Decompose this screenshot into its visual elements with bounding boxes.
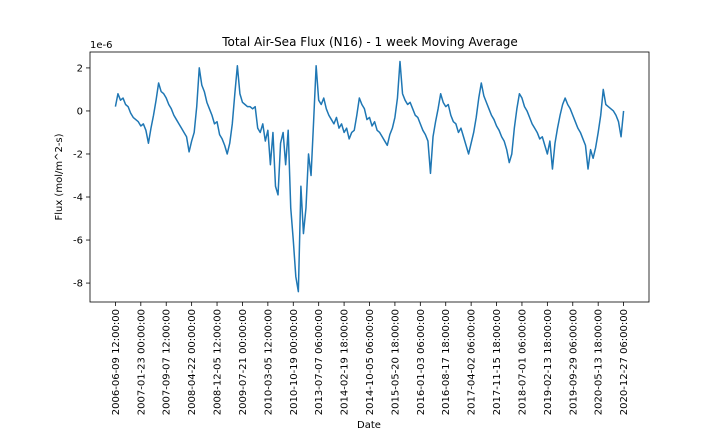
- x-tick-label: 2017-11-15 18:00:00: [492, 309, 503, 415]
- x-tick-label: 2019-02-13 18:00:00: [543, 309, 554, 415]
- y-tick-label: -6: [73, 236, 83, 247]
- x-tick-label: 2017-04-02 06:00:00: [467, 309, 478, 415]
- x-tick-label: 2014-02-19 18:00:00: [340, 309, 351, 415]
- y-axis-label: Flux (mol/m^2-s): [54, 133, 65, 220]
- x-tick-label: 2019-09-29 06:00:00: [568, 309, 579, 415]
- x-tick-label: 2015-05-20 18:00:00: [390, 309, 401, 415]
- y-tick-label: -8: [73, 279, 83, 290]
- x-tick-label: 2018-07-01 06:00:00: [517, 309, 528, 415]
- x-tick-label: 2016-08-17 18:00:00: [441, 309, 452, 415]
- y-tick-label: 2: [77, 63, 83, 74]
- chart-title: Total Air-Sea Flux (N16) - 1 week Moving…: [221, 35, 518, 49]
- x-tick-label: 2007-09-07 12:00:00: [162, 309, 173, 415]
- x-tick-label: 2009-07-21 00:00:00: [238, 309, 249, 415]
- data-line: [114, 60, 625, 293]
- x-tick-label: 2010-10-19 00:00:00: [289, 309, 300, 415]
- x-tick-label: 2008-12-05 12:00:00: [213, 309, 224, 415]
- y-tick-label: -4: [73, 193, 83, 204]
- y-tick-label: -2: [73, 149, 83, 160]
- x-tick-label: 2020-05-13 18:00:00: [594, 309, 605, 415]
- x-tick-label: 2006-06-09 12:00:00: [111, 309, 122, 415]
- x-tick-label: 2016-01-03 06:00:00: [416, 309, 427, 415]
- y-offset-label: 1e-6: [90, 40, 113, 51]
- x-tick-label: 2007-01-23 00:00:00: [136, 309, 147, 415]
- x-tick-label: 2010-03-05 12:00:00: [263, 309, 274, 415]
- x-tick-label: 2013-07-07 06:00:00: [314, 309, 325, 415]
- x-tick-label: 2008-04-22 00:00:00: [187, 309, 198, 415]
- plot-area: [89, 51, 650, 303]
- x-tick-label: 2014-10-05 06:00:00: [365, 309, 376, 415]
- y-tick-label: 0: [77, 106, 83, 117]
- x-tick-label: 2020-12-27 06:00:00: [619, 309, 630, 415]
- x-axis-label: Date: [357, 420, 381, 431]
